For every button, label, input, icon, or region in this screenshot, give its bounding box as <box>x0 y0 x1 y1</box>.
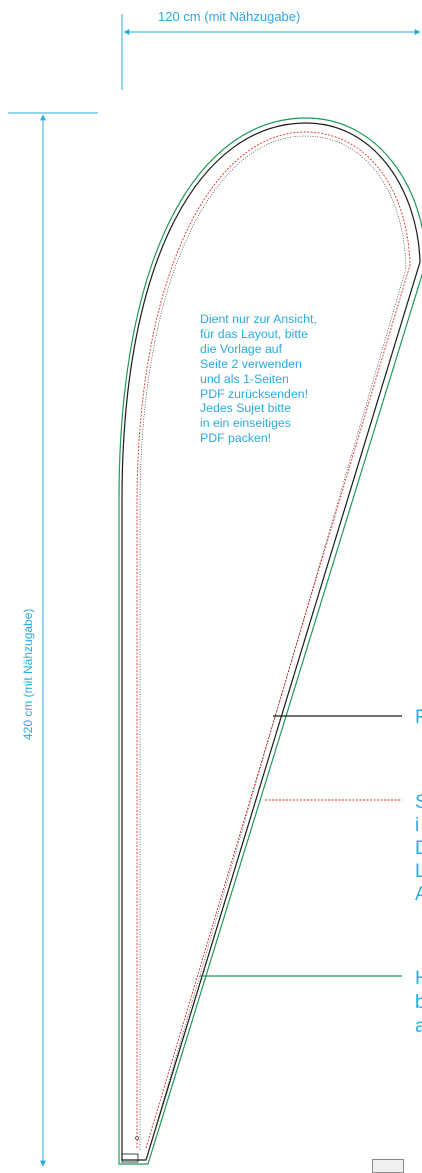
note-line: Dient nur zur Ansicht, <box>200 312 317 326</box>
legend-safe-line-4: L <box>415 861 422 882</box>
grommet <box>135 1136 139 1140</box>
inner-dotted-outline <box>139 135 407 1151</box>
legend-cut-text: F <box>415 707 422 729</box>
note-line: die Vorlage auf <box>200 341 283 356</box>
page-marker <box>372 1159 404 1173</box>
width-dimension-label: 120 cm (mit Nähzugabe) <box>158 9 301 24</box>
legend-seam-line-2: b <box>415 992 422 1013</box>
legend-seam-line-3: a <box>415 1016 422 1037</box>
usage-note: Dient nur zur Ansicht, für das Layout, b… <box>200 312 350 446</box>
legend-safe-line-2: i <box>415 815 420 836</box>
seam-allowance-outline <box>118 117 422 1165</box>
height-dimension <box>8 112 98 1167</box>
legend-seam-line-1: H <box>415 968 422 989</box>
legend-safe-line-1: S <box>415 792 422 813</box>
legend-seam-text: H b a <box>415 967 422 1039</box>
note-line: in ein einseitiges <box>200 416 291 431</box>
legend-safe-line-3: D <box>415 838 422 859</box>
note-line: Seite 2 verwenden <box>200 356 302 371</box>
note-line: Jedes Sujet bitte <box>200 401 291 416</box>
note-line: für das Layout, bitte <box>200 326 309 341</box>
pole-sleeve-bottom <box>121 1153 139 1163</box>
legend-safe-line-5: A <box>415 884 422 905</box>
note-line: und als 1-Seiten <box>200 371 289 386</box>
note-line: PDF packen! <box>200 431 272 446</box>
note-line: PDF zurücksenden! <box>200 386 308 401</box>
height-dimension-label: 420 cm (mit Nähzugabe) <box>21 608 35 740</box>
cut-outline <box>121 122 421 1161</box>
legend-cut-line-1: F <box>415 707 422 728</box>
width-dimension <box>121 14 421 90</box>
legend-safe-text: S i D L A <box>415 791 422 906</box>
safe-area-outline <box>136 131 411 1149</box>
